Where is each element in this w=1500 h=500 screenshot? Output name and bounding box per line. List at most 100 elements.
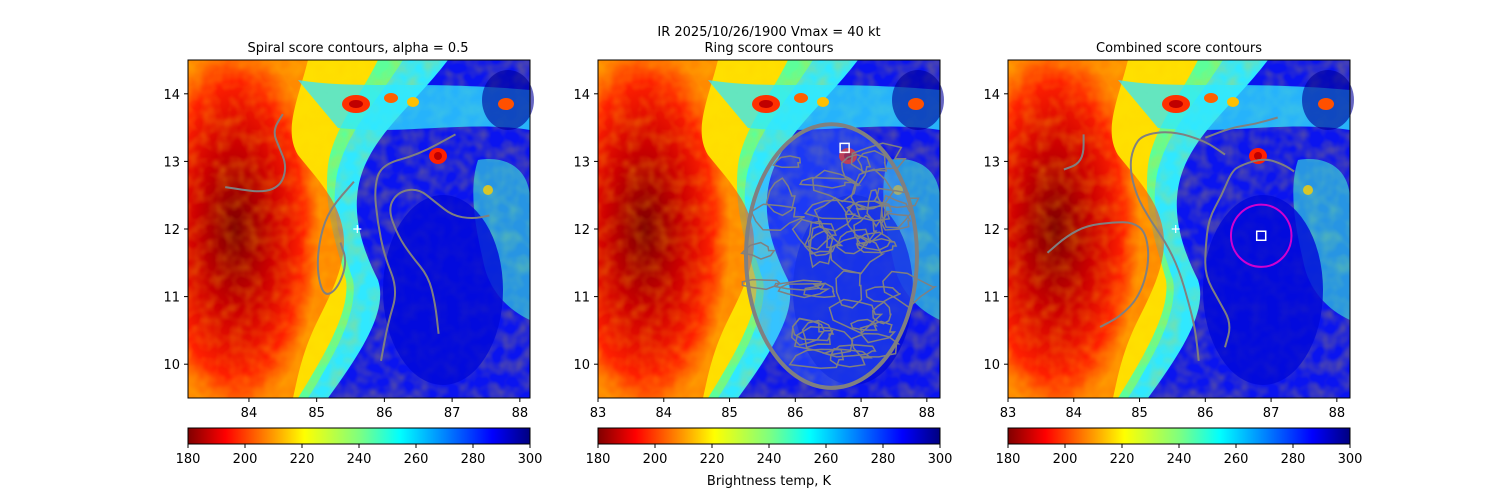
- x-tick-label: 87: [853, 406, 870, 421]
- y-tick-label: 14: [163, 88, 180, 103]
- panel-spiral-axes: 84 85 86 87 88 10 11 12 13 14: [163, 88, 528, 421]
- colorbar-tick-label: 280: [871, 452, 896, 467]
- ring-contour: [765, 177, 796, 217]
- contour-line: [1129, 131, 1226, 361]
- y-tick-label: 10: [983, 358, 1000, 373]
- ring-contour: [850, 168, 896, 211]
- center-marker: [353, 225, 362, 233]
- ring-contour: [791, 218, 838, 251]
- ring-contour: [856, 231, 895, 251]
- contour-line: [1204, 116, 1278, 139]
- panel-spiral: Spiral score contours, alpha = 0.5 84 85 8…: [163, 41, 542, 467]
- contour-line: [1046, 221, 1150, 328]
- contour-line: [316, 181, 355, 295]
- y-tick-label: 14: [573, 88, 590, 103]
- colorbar-tick-label: 260: [404, 452, 429, 467]
- ring-contour: [850, 142, 907, 173]
- panel-ring-contours: [740, 122, 938, 390]
- panel-combined: Combined score contours 83 84 85 86 87 88 10 11…: [983, 41, 1362, 467]
- colorbar-tick-label: 180: [996, 452, 1021, 467]
- figure-suptitle: IR 2025/10/26/1900 Vmax = 40 kt: [657, 25, 880, 40]
- ring-contour: [803, 199, 866, 220]
- y-tick-label: 11: [163, 291, 180, 306]
- x-tick-label: 88: [1329, 406, 1346, 421]
- ring-contour: [803, 282, 836, 298]
- x-tick-label: 85: [308, 406, 325, 421]
- colorbar-tick-label: 220: [1110, 452, 1135, 467]
- panel-combined-colorbar-ticks: 180 200 220 240 260 280 300: [996, 444, 1363, 467]
- y-tick-label: 13: [573, 155, 590, 170]
- y-tick-label: 12: [573, 223, 590, 238]
- colorbar-tick-label: 280: [461, 452, 486, 467]
- contour-line: [225, 113, 287, 193]
- x-tick-label: 85: [1131, 406, 1148, 421]
- colorbar-tick-label: 240: [347, 452, 372, 467]
- ring-contour: [880, 194, 914, 229]
- y-tick-label: 14: [983, 88, 1000, 103]
- ring-contour: [835, 270, 863, 309]
- panel-spiral-title: Spiral score contours, alpha = 0.5: [247, 41, 468, 56]
- colorbar-tick-label: 180: [176, 452, 201, 467]
- contour-line: [1204, 158, 1295, 348]
- x-tick-label: 86: [376, 406, 393, 421]
- colorbar-tick-label: 220: [700, 452, 725, 467]
- colorbar-tick-label: 300: [518, 452, 543, 467]
- colorbar-tick-label: 180: [586, 452, 611, 467]
- panel-spiral-colorbar-ticks: 180 200 220 240 260 280 300: [176, 444, 543, 467]
- ring-contour: [811, 169, 862, 203]
- ring-contour: [788, 348, 845, 370]
- x-tick-label: 87: [444, 406, 461, 421]
- ring-contour: [793, 326, 854, 356]
- panel-combined-title: Combined score contours: [1096, 41, 1262, 56]
- colorbar-tick-label: 240: [757, 452, 782, 467]
- ring-contour: [807, 228, 844, 257]
- panel-ring: Ring score contours 83 84 85 86 87 88 10 11 12 13…: [573, 41, 952, 489]
- x-tick-label: 83: [590, 406, 607, 421]
- x-tick-label: 87: [1263, 406, 1280, 421]
- panel-spiral-contours: [225, 113, 490, 361]
- y-tick-label: 12: [163, 223, 180, 238]
- ring-contour: [741, 278, 782, 291]
- colorbar-tick-label: 200: [643, 452, 668, 467]
- x-tick-label: 85: [721, 406, 738, 421]
- ring-contour: [828, 298, 884, 335]
- ring-contour: [809, 225, 833, 269]
- ring-contour: [853, 214, 878, 247]
- x-tick-label: 86: [1197, 406, 1214, 421]
- ring-contour: [791, 317, 825, 346]
- contour-line: [389, 188, 490, 334]
- colorbar-tick-label: 300: [928, 452, 953, 467]
- ring-contour: [813, 196, 856, 232]
- colorbar-tick-label: 220: [290, 452, 315, 467]
- y-tick-label: 10: [163, 358, 180, 373]
- contour-line: [374, 133, 456, 361]
- ring-contour: [865, 286, 901, 303]
- panel-combined-colorbar: [1007, 427, 1351, 445]
- panel-ring-colorbar: [597, 427, 941, 445]
- colorbar-tick-label: 240: [1167, 452, 1192, 467]
- colorbar-tick-label: 300: [1338, 452, 1363, 467]
- ring-contour: [866, 189, 884, 228]
- ring-outer-contour: [743, 122, 919, 390]
- ring-contour: [880, 212, 912, 231]
- ring-contour: [773, 279, 823, 291]
- panel-ring-colorbar-ticks: 180 200 220 240 260 280 300: [586, 444, 953, 467]
- y-tick-label: 13: [163, 155, 180, 170]
- panel-combined-contours: [1046, 116, 1295, 361]
- ring-contour: [844, 202, 887, 244]
- x-tick-label: 86: [787, 406, 804, 421]
- x-tick-label: 84: [1065, 406, 1082, 421]
- colorbar-label: Brightness temp, K: [707, 474, 832, 489]
- y-tick-label: 11: [573, 291, 590, 306]
- panel-combined-axes: 83 84 85 86 87 88 10 11 12 13 14: [983, 88, 1345, 421]
- x-tick-label: 83: [1000, 406, 1017, 421]
- x-tick-label: 88: [512, 406, 529, 421]
- panel-spiral-colorbar: [187, 427, 531, 445]
- ring-contour: [835, 228, 871, 255]
- panel-combined-image: [1008, 60, 1354, 398]
- ring-contour: [772, 155, 802, 169]
- x-tick-label: 84: [241, 406, 258, 421]
- ring-contour: [859, 320, 897, 344]
- center-marker: [1171, 225, 1180, 233]
- colorbar-tick-label: 280: [1281, 452, 1306, 467]
